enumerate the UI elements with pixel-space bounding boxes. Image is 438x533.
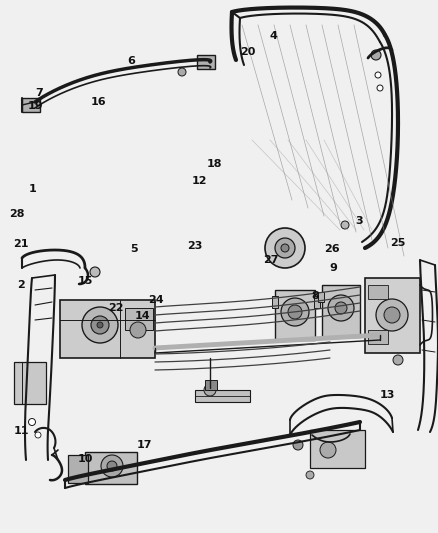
Circle shape: [28, 418, 35, 425]
Bar: [310, 430, 365, 468]
Text: 19: 19: [28, 101, 44, 110]
Text: 4: 4: [270, 31, 278, 41]
Text: 13: 13: [380, 391, 396, 400]
Circle shape: [393, 355, 403, 365]
Text: 1: 1: [29, 184, 37, 194]
Text: 3: 3: [355, 216, 363, 226]
Text: 9: 9: [329, 263, 337, 272]
Text: 23: 23: [187, 241, 203, 251]
Bar: [14, 362, 46, 404]
Circle shape: [204, 384, 216, 396]
Text: 15: 15: [78, 277, 93, 286]
Circle shape: [320, 442, 336, 458]
Text: 10: 10: [78, 455, 93, 464]
Circle shape: [281, 244, 289, 252]
Text: 11: 11: [13, 426, 29, 435]
Bar: [318, 292, 324, 302]
Text: 6: 6: [127, 56, 135, 66]
Circle shape: [341, 221, 349, 229]
Text: 14: 14: [134, 311, 150, 320]
Bar: [272, 296, 278, 308]
Text: 21: 21: [13, 239, 29, 249]
Circle shape: [82, 307, 118, 343]
Bar: [205, 380, 217, 390]
Circle shape: [178, 68, 186, 76]
Text: 12: 12: [191, 176, 207, 186]
Circle shape: [130, 322, 146, 338]
Circle shape: [90, 267, 100, 277]
Bar: [322, 285, 360, 337]
Circle shape: [281, 298, 309, 326]
Text: 27: 27: [263, 255, 279, 265]
Text: 2: 2: [17, 280, 25, 290]
Circle shape: [371, 50, 381, 60]
Circle shape: [97, 322, 103, 328]
Bar: [365, 278, 420, 353]
Circle shape: [101, 455, 123, 477]
Circle shape: [335, 302, 347, 314]
Text: 16: 16: [91, 98, 106, 107]
Circle shape: [328, 295, 354, 321]
Circle shape: [384, 307, 400, 323]
Circle shape: [376, 299, 408, 331]
Circle shape: [377, 85, 383, 91]
Bar: [368, 285, 388, 299]
Circle shape: [275, 238, 295, 258]
Text: 22: 22: [108, 303, 124, 313]
Text: 18: 18: [207, 159, 223, 169]
Bar: [125, 308, 153, 330]
Text: 17: 17: [137, 440, 152, 450]
Text: 20: 20: [240, 47, 255, 57]
Circle shape: [265, 228, 305, 268]
Circle shape: [288, 305, 302, 319]
Text: 5: 5: [130, 245, 138, 254]
Bar: [195, 390, 250, 402]
Bar: [68, 455, 88, 483]
Bar: [85, 452, 137, 484]
Bar: [197, 55, 215, 69]
Circle shape: [91, 316, 109, 334]
Text: 26: 26: [324, 245, 340, 254]
Bar: [22, 98, 40, 112]
Text: 7: 7: [35, 88, 43, 98]
Bar: [275, 290, 315, 340]
Text: 8: 8: [311, 291, 319, 301]
Text: 28: 28: [9, 209, 25, 219]
Circle shape: [293, 440, 303, 450]
Bar: [368, 330, 388, 344]
Text: 24: 24: [148, 295, 163, 304]
Circle shape: [306, 471, 314, 479]
Circle shape: [107, 461, 117, 471]
Circle shape: [375, 72, 381, 78]
Bar: [314, 296, 320, 308]
Bar: [60, 300, 155, 358]
Text: 25: 25: [390, 238, 406, 247]
Circle shape: [35, 432, 41, 438]
